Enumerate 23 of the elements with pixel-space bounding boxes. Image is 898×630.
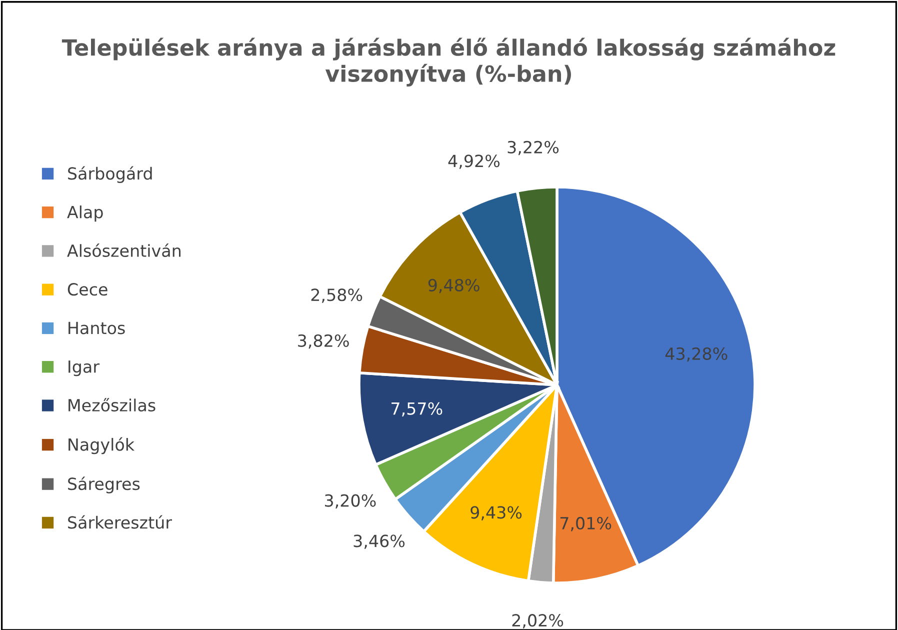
legend-label: Mezőszilas: [68, 398, 156, 412]
legend-label: Alsószentiván: [67, 243, 180, 258]
legend-label: Alap: [67, 205, 103, 222]
data-label: 2,02%: [512, 614, 564, 628]
data-label: 43,28%: [665, 347, 728, 362]
data-label: 9,48%: [428, 278, 480, 294]
data-label: 7,01%: [560, 516, 612, 532]
legend-label: Nagylók: [68, 437, 134, 454]
chart-title: Települések aránya a járásban élő állandó lakosság számához viszonyítva (%-ban): [62, 38, 836, 86]
data-label: 2,58%: [311, 288, 362, 303]
data-label: 3,46%: [354, 534, 405, 549]
data-label: 9,43%: [470, 506, 522, 520]
legend-label: Sáregres: [68, 476, 140, 494]
legend-label: Sárkeresztúr: [68, 515, 172, 529]
legend-label: Igar: [68, 360, 100, 376]
legend-label: Cece: [68, 283, 108, 296]
legend-label: Hantos: [68, 322, 125, 334]
data-label: 7,57%: [392, 402, 442, 417]
legend-label: Sárbogárd: [68, 166, 152, 183]
data-label: 3,82%: [298, 334, 349, 349]
data-label: 3,22%: [508, 140, 559, 156]
data-label: 4,92%: [448, 154, 500, 169]
data-label: 3,20%: [324, 494, 376, 509]
